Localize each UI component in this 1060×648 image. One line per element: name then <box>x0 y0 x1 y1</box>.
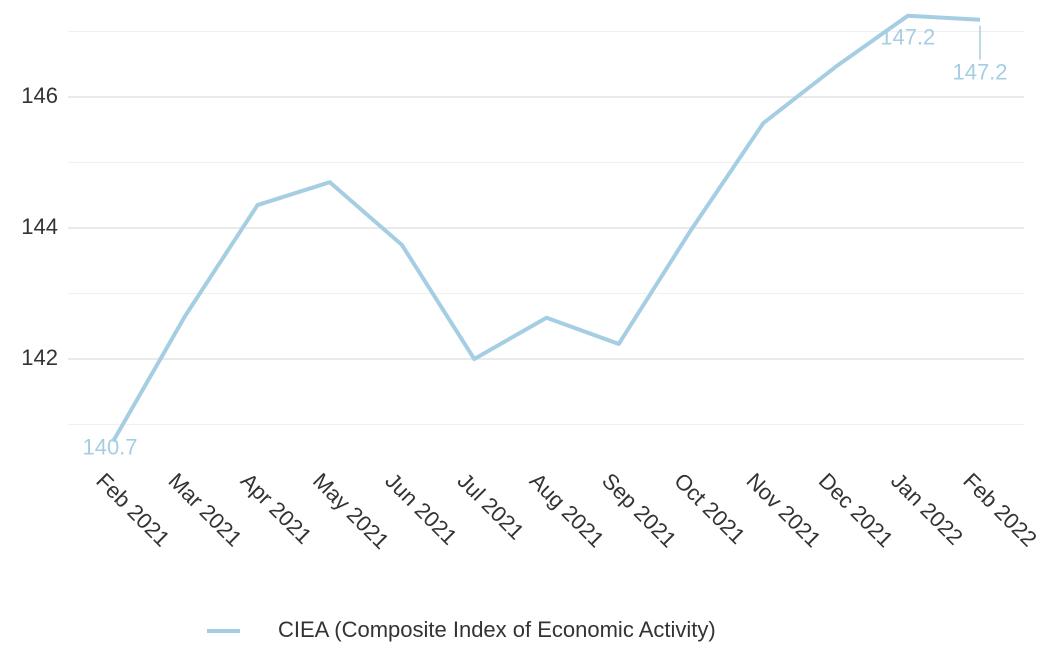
x-tick-label: Oct 2021 <box>669 468 750 549</box>
data-label: 147.2 <box>952 60 1007 85</box>
legend-label: CIEA (Composite Index of Economic Activi… <box>278 617 716 642</box>
x-tick-label: Sep 2021 <box>597 468 681 552</box>
x-tick-label: Mar 2021 <box>164 468 247 551</box>
x-tick-label: Feb 2021 <box>91 468 174 551</box>
x-tick-label: Dec 2021 <box>814 468 898 552</box>
y-tick-label: 142 <box>21 345 58 370</box>
data-line <box>111 13 981 443</box>
data-label: 147.2 <box>880 25 935 50</box>
y-tick-label: 144 <box>21 214 58 239</box>
x-tick-label: Feb 2022 <box>958 468 1041 551</box>
x-tick-label: Apr 2021 <box>236 468 317 549</box>
x-tick-label: Jan 2022 <box>886 468 968 550</box>
data-label: 140.7 <box>82 434 137 459</box>
x-tick-label: Nov 2021 <box>742 468 826 552</box>
x-tick-label: Jul 2021 <box>453 468 530 545</box>
y-tick-label: 146 <box>21 83 58 108</box>
x-tick-label: May 2021 <box>308 468 394 554</box>
x-tick-label: Aug 2021 <box>525 468 609 552</box>
